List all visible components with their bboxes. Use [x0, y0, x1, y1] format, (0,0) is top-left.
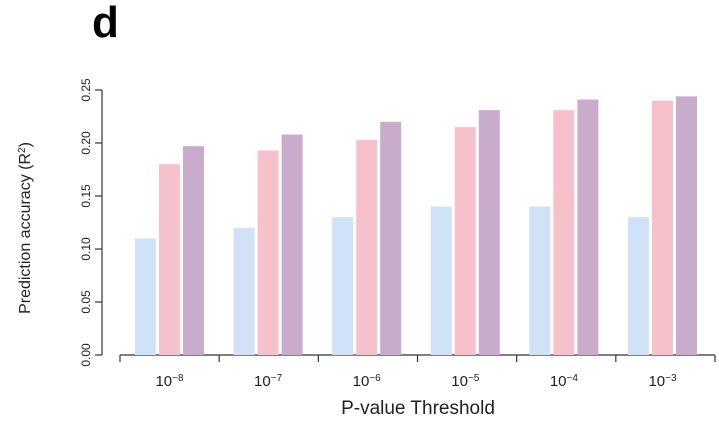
- bar-series1-cat6: [628, 217, 649, 355]
- y-tick-label: 0.05: [79, 290, 93, 314]
- y-tick-label: 0.10: [79, 237, 93, 261]
- bar-series2-cat2: [257, 150, 279, 355]
- y-axis-label: Prediction accuracy (R2): [17, 142, 35, 314]
- bar-series3-cat1: [183, 146, 204, 355]
- x-tick-label: 10−5: [451, 373, 480, 391]
- bars: [135, 96, 697, 356]
- bar-series3-cat5: [577, 99, 599, 355]
- bar-series2-cat4: [454, 127, 476, 355]
- bar-series1-cat4: [430, 206, 452, 355]
- bar-series2-cat6: [652, 100, 673, 355]
- x-tick-label: 10−6: [353, 373, 382, 391]
- x-tick-label: 10−3: [648, 373, 677, 391]
- y-tick-label: 0.00: [79, 343, 93, 367]
- x-axis-label: P-value Threshold: [341, 398, 495, 419]
- bar-series1-cat3: [332, 217, 354, 355]
- y-tick-label: 0.25: [79, 78, 93, 102]
- y-tick-label: 0.20: [79, 131, 93, 155]
- bar-series3-cat3: [380, 121, 402, 355]
- bar-series2-cat5: [553, 110, 575, 355]
- bar-series2-cat1: [159, 164, 180, 355]
- bar-series1-cat2: [233, 227, 255, 355]
- bar-series1-cat1: [135, 238, 156, 355]
- x-tick-label: 10−8: [155, 373, 184, 391]
- x-tick-label: 10−4: [550, 373, 579, 391]
- x-tick-label: 10−7: [254, 373, 283, 391]
- bar-series3-cat6: [676, 96, 697, 356]
- bar-series3-cat2: [281, 134, 303, 355]
- y-tick-label: 0.15: [79, 184, 93, 208]
- panel-letter: d: [92, 0, 119, 47]
- bar-series2-cat3: [356, 139, 378, 355]
- x-axis: 10−8 10−7 10−6 10−5 10−4 10−3: [119, 354, 716, 391]
- y-axis: 0.00 0.05 0.10 0.15 0.20 0.25: [79, 78, 103, 367]
- bar-series1-cat5: [529, 206, 551, 355]
- bar-series3-cat4: [478, 110, 500, 355]
